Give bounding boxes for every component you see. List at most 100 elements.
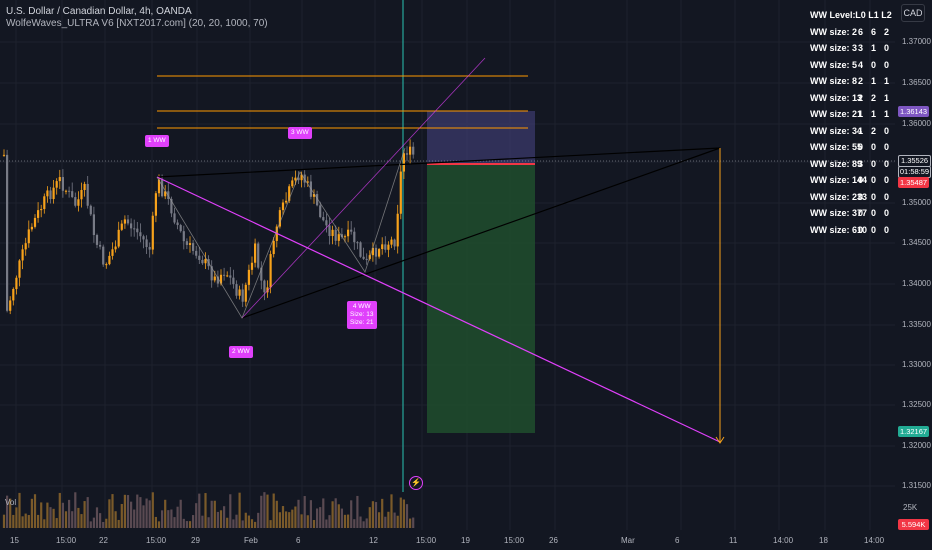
volume-bar: [316, 508, 319, 528]
candle-body: [148, 247, 151, 250]
price-axis-tick: 1.34000: [902, 279, 931, 288]
volume-bar: [216, 511, 219, 528]
volume-bar: [412, 517, 415, 528]
ww-table-row: WW size: 34 1 2 0: [810, 123, 893, 140]
volume-bar: [405, 504, 409, 528]
candle-body: [381, 244, 384, 250]
volume-bar: [188, 521, 192, 528]
price-axis-tick: 1.33000: [902, 360, 931, 369]
volume-bar: [281, 506, 285, 528]
time-axis-tick: 15:00: [416, 536, 437, 545]
candle-body: [340, 234, 343, 238]
volume-bar: [285, 511, 288, 528]
ww-table-row: WW size: 233 0 0 0: [810, 189, 893, 206]
volume-bar: [117, 519, 120, 528]
price-axis-tick: 1.33500: [902, 320, 931, 329]
candle-body: [117, 229, 120, 247]
candle-body: [37, 210, 40, 218]
volume-tag: 5.594K: [898, 519, 929, 530]
volume-bar: [374, 502, 378, 528]
ww-point-4-line: 4 WW: [352, 303, 371, 310]
volume-bar: [49, 507, 52, 528]
candle-body: [9, 300, 12, 311]
volume-bar: [219, 510, 223, 528]
volume-bar: [198, 493, 201, 528]
volume-bar: [390, 494, 393, 528]
candle-body: [322, 217, 325, 221]
candle-body: [27, 229, 30, 244]
candle-body: [6, 154, 9, 311]
ww-table-cell: 1: [857, 109, 863, 119]
time-axis-tick: 15:00: [56, 536, 77, 545]
ww-table-row: WW size: 144 0 0 0: [810, 172, 893, 189]
volume-bar: [378, 512, 381, 528]
volume-bar: [40, 502, 43, 528]
time-axis-tick: 26: [549, 536, 558, 545]
time-axis-tick: Feb: [244, 536, 258, 545]
candle-body: [306, 181, 309, 183]
price-axis[interactable]: [895, 0, 932, 530]
volume-bar: [312, 519, 316, 528]
volume-axis-tick: 25K: [903, 503, 918, 512]
candle-body: [291, 180, 294, 187]
candle-body: [294, 177, 297, 181]
volume-bar: [89, 521, 92, 528]
candle-body: [111, 249, 114, 256]
volume-bar: [247, 515, 250, 528]
candle-body: [288, 186, 291, 201]
ww-table-cell: 6: [857, 26, 863, 37]
ww-table-cell: 0: [883, 191, 889, 202]
currency-button[interactable]: CAD: [901, 4, 925, 22]
volume-bar: [328, 515, 331, 528]
time-axis[interactable]: [0, 530, 932, 550]
volume-bar: [161, 510, 164, 528]
price-axis-tick: 1.31500: [902, 481, 931, 490]
ww-table-cell: 3: [857, 158, 863, 169]
ww-table-cell: WW Level:: [810, 10, 856, 20]
volume-bar: [393, 512, 396, 528]
volume-bar: [71, 511, 74, 528]
volume-bar: [359, 516, 362, 528]
candle-body: [170, 199, 173, 214]
candle-body: [188, 243, 192, 245]
time-axis-tick: 6: [675, 536, 680, 545]
ww-point-2-label: 2 WW: [229, 346, 253, 358]
ww-table-cell: WW size: 377: [810, 208, 868, 218]
candle-body: [192, 243, 195, 251]
ww-table-row: WW size: 13 2 2 1: [810, 90, 893, 107]
volume-bar: [347, 514, 350, 528]
time-axis-tick: 12: [369, 536, 378, 545]
candle-body: [15, 277, 18, 290]
ww-table-cell: 0: [857, 175, 863, 185]
candle-body: [359, 242, 362, 257]
symbol-title[interactable]: U.S. Dollar / Canadian Dollar, 4h, OANDA: [6, 6, 192, 17]
ww-point-1-label: 1 WW: [145, 135, 169, 147]
candle-body: [244, 284, 247, 302]
candle-body: [325, 220, 328, 226]
indicator-title[interactable]: WolfeWaves_ULTRA V6 [NXT2017.com] (20, 2…: [6, 18, 268, 29]
candle-body: [393, 239, 396, 247]
candle-body: [371, 247, 374, 256]
candle-body: [235, 284, 238, 296]
volume-bar: [210, 500, 213, 528]
volume-bar: [99, 513, 102, 528]
volume-bar: [371, 501, 374, 528]
target-zone: [427, 165, 535, 433]
volume-label[interactable]: Vol: [5, 498, 17, 507]
lightning-alert-icon[interactable]: ⚡: [409, 476, 423, 490]
ww-table-cell: WW size: 2: [810, 26, 858, 37]
candle-body: [108, 255, 111, 265]
ww-table-cell: 0: [857, 142, 863, 152]
candle-body: [126, 219, 130, 224]
candle-body: [257, 243, 260, 268]
volume-bar: [37, 514, 40, 528]
ww-table-cell: 0: [883, 158, 889, 169]
ww-table-cell: WW size: 13: [810, 92, 863, 103]
volume-bar: [384, 516, 387, 528]
candle-body: [64, 190, 68, 192]
candle-body: [161, 179, 164, 197]
volume-bar: [133, 509, 136, 528]
price-axis-tick: 1.36500: [902, 78, 931, 87]
